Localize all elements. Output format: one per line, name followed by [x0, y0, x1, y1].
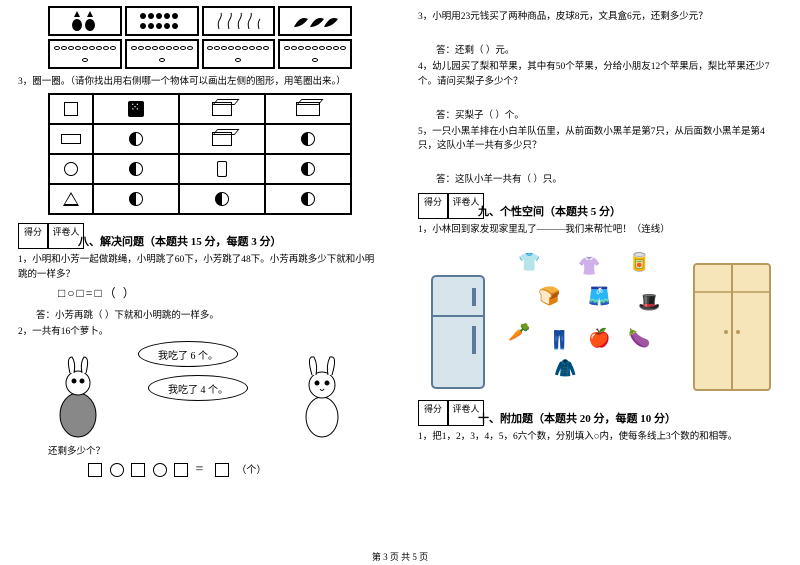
oval-cell-1	[48, 39, 122, 69]
q9-1-text: 1，小林回到家发现家里乱了———我们来帮忙吧！（连线）	[418, 223, 782, 237]
head-circle	[49, 154, 93, 184]
shape-match-grid	[48, 93, 352, 215]
q8-2-equation[interactable]: = （个）	[88, 461, 382, 478]
q8-1-equation[interactable]: □○□=□（ ）	[58, 284, 382, 301]
fruit-cell-pear	[202, 6, 276, 36]
q8-2-text: 2，一共有16个萝卜。	[18, 325, 382, 339]
page-footer: 第 3 页 共 5 页	[0, 550, 800, 563]
section-10-title: 十、附加题（本题共 20 分，每题 10 分）	[478, 410, 782, 426]
opt-box3[interactable]	[179, 124, 265, 154]
section-8-title: 八、解决问题（本题共 15 分，每题 3 分）	[78, 233, 382, 249]
sweater-icon[interactable]: 🧥	[554, 358, 576, 379]
opt-half4[interactable]	[265, 154, 351, 184]
score-label-9: 得分	[418, 193, 448, 219]
oval-cell-4	[278, 39, 352, 69]
speech-bubble-2: 我吃了 4 个。	[148, 375, 248, 401]
rabbit-right	[292, 355, 352, 441]
opt-half3[interactable]	[93, 154, 179, 184]
eggplant-icon[interactable]: 🍆	[628, 328, 650, 349]
fruit-counting-grid	[48, 6, 352, 69]
eq-unit: （个）	[236, 465, 266, 476]
opt-half2[interactable]	[265, 124, 351, 154]
apple-icon[interactable]: 🍎	[588, 328, 610, 349]
right-column: 3，小明用23元钱买了两种商品，皮球8元，文具盒6元，还剩多少元？ 答：还剩（ …	[400, 0, 800, 540]
opt-half7[interactable]	[265, 184, 351, 214]
q10-1-text: 1，把1，2，3，4，5，6六个数，分别填入○内，使每条线上3个数的和相等。	[418, 430, 782, 444]
scattered-items: 👕 👚 🥫 🍞 🩳 🎩 🥕 👖 🍎 🍆 🧥	[508, 252, 678, 382]
opt-half6[interactable]	[179, 184, 265, 214]
q8-1-text: 1，小明和小芳一起做跳绳，小明跳了60下，小芳跳了48下。小芳再跳多少下就和小明…	[18, 253, 382, 282]
section-9-title: 九、个性空间（本题共 5 分）	[478, 203, 782, 219]
carrot-icon[interactable]: 🥕	[508, 322, 530, 343]
left-column: 3，圈一圈。（请你找出用右侧哪一个物体可以画出左侧的图形，用笔圈出来。） 得分 …	[0, 0, 400, 540]
pants-icon[interactable]: 👖	[548, 330, 570, 351]
head-square	[49, 94, 93, 124]
rabbit-left	[48, 355, 108, 441]
opt-half5[interactable]	[93, 184, 179, 214]
q3-intro-text: 3，圈一圈。（请你找出用右侧哪一个物体可以画出左侧的图形，用笔圈出来。）	[18, 75, 382, 89]
opt-can[interactable]	[179, 154, 265, 184]
fruit-cell-banana	[278, 6, 352, 36]
wardrobe-icon[interactable]	[692, 262, 772, 392]
q8-5-text: 5，一只小黑羊排在小白羊队伍里，从前面数小黑羊是第7只，从后面数小黑羊是第4只，…	[418, 125, 782, 154]
q8-4-text: 4，幼儿园买了梨和苹果，其中有50个苹果，分给小朋友12个苹果后，梨比苹果还少7…	[418, 60, 782, 89]
oval-cell-2	[125, 39, 199, 69]
q8-3-answer: 答：还剩（ ）元。	[436, 42, 782, 56]
score-label: 得分	[18, 223, 48, 249]
remain-text: 还剩多少个？	[48, 443, 382, 457]
fruit-cell-pineapple	[48, 6, 122, 36]
shorts-icon[interactable]: 🩳	[588, 286, 610, 307]
rabbit-scene: 我吃了 6 个。 我吃了 4 个。	[18, 341, 382, 441]
can-icon[interactable]: 🥫	[628, 252, 650, 273]
opt-box[interactable]	[179, 94, 265, 124]
hat-icon[interactable]: 🎩	[638, 292, 660, 313]
q8-5-answer: 答：这队小羊一共有（ ）只。	[436, 171, 782, 185]
oval-cell-3	[202, 39, 276, 69]
q8-1-answer: 答：小芳再跳（ ）下就和小明跳的一样多。	[36, 307, 382, 321]
matching-scene: 👕 👚 🥫 🍞 🩳 🎩 🥕 👖 🍎 🍆 🧥	[418, 242, 782, 392]
opt-box2[interactable]	[265, 94, 351, 124]
q8-3-text: 3，小明用23元钱买了两种商品，皮球8元，文具盒6元，还剩多少元？	[418, 10, 782, 24]
tshirt-icon[interactable]: 👚	[578, 256, 600, 277]
fridge-icon[interactable]	[428, 272, 488, 392]
head-rect	[49, 124, 93, 154]
speech-bubble-1: 我吃了 6 个。	[138, 341, 238, 367]
fruit-cell-strawberry	[125, 6, 199, 36]
shirt-icon[interactable]: 👕	[518, 252, 540, 273]
opt-dice[interactable]	[93, 94, 179, 124]
q8-4-answer: 答：买梨子（ ）个。	[436, 107, 782, 121]
opt-half1[interactable]	[93, 124, 179, 154]
bread-icon[interactable]: 🍞	[538, 286, 560, 307]
score-label-10: 得分	[418, 400, 448, 426]
head-triangle	[49, 184, 93, 214]
